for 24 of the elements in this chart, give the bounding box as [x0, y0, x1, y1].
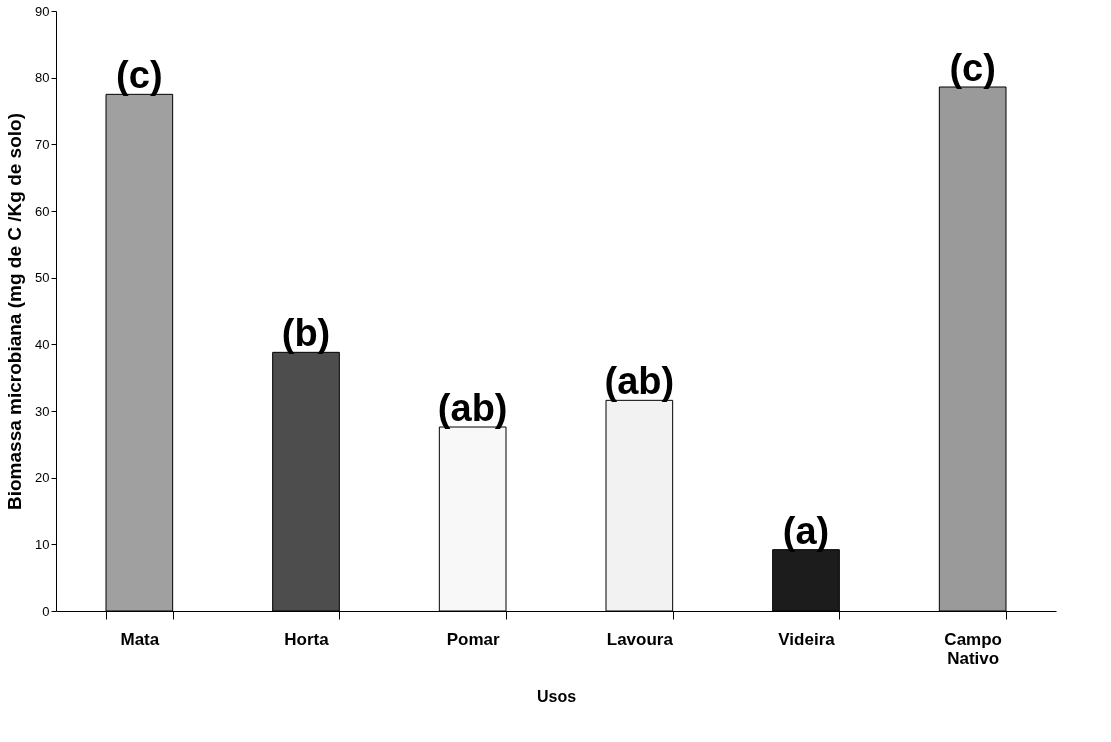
y-tick-label: 50	[35, 270, 50, 286]
y-tick-label: 30	[35, 403, 50, 419]
x-tick-label: Pomar	[446, 629, 500, 649]
x-tick-label: Mata	[120, 629, 160, 649]
y-axis-title: Biomassa microbiana (mg de C /Kg de solo)	[4, 113, 26, 510]
annotation: (c)	[949, 47, 996, 89]
y-tick-label: 80	[35, 70, 50, 86]
y-tick-label: 60	[35, 203, 50, 219]
annotation: (c)	[116, 54, 163, 97]
x-tick-label: Campo Nativo	[944, 629, 1002, 668]
x-axis-title: Usos	[536, 687, 577, 705]
annotation: (ab)	[437, 387, 508, 429]
y-tick-label: 90	[35, 3, 50, 19]
y-tick-label: 0	[42, 603, 50, 619]
y-tick-label: 70	[35, 136, 50, 152]
y-tick-label: 40	[35, 336, 50, 352]
x-tick-label: Horta	[284, 629, 330, 649]
annotation: (b)	[281, 312, 331, 355]
y-tick-label: 10	[35, 536, 50, 552]
y-tick-label: 20	[35, 470, 50, 486]
annotation: (a)	[782, 509, 830, 552]
x-tick-label: Lavoura	[606, 629, 674, 649]
annotation: (ab)	[604, 360, 675, 403]
x-tick-label: Videira	[778, 629, 836, 649]
